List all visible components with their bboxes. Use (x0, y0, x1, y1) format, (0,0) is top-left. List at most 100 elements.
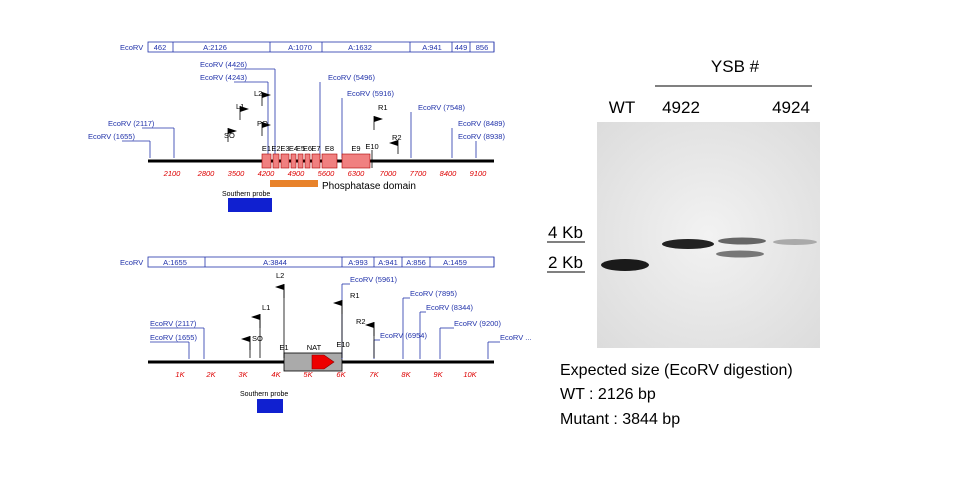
scale-label: 5K (303, 370, 313, 379)
feature-label: NAT (307, 343, 322, 352)
exon-label: E4 (289, 144, 298, 153)
exon (280, 153, 290, 169)
fragment: 856 (476, 43, 489, 52)
site-label: EcoRV (1655) (88, 132, 135, 141)
exon-label: E9 (351, 144, 360, 153)
exon (304, 153, 311, 169)
primer (389, 140, 398, 146)
marker-label: 4 Kb (548, 223, 583, 242)
scale-label: 3K (238, 370, 248, 379)
primer (241, 336, 250, 342)
domain-label: Phosphatase domain (322, 181, 416, 192)
exon (261, 153, 272, 169)
scale-label: 8400 (440, 169, 458, 178)
primer (365, 322, 374, 328)
site-label: EcoRV (6954) (380, 331, 427, 340)
site-label: EcoRV (5961) (350, 275, 397, 284)
primer-label: L1 (236, 102, 244, 111)
fragment: A:1459 (443, 258, 467, 267)
exon-label: E2 (271, 144, 280, 153)
scale-label: 7700 (410, 169, 428, 178)
primer-label: PO (257, 119, 268, 128)
exon-label: E6 (303, 144, 312, 153)
scale-label: 9K (433, 370, 443, 379)
scale-label: 6300 (348, 169, 366, 178)
fragment: A:3844 (263, 258, 287, 267)
enzyme: EcoRV (120, 258, 143, 267)
scale-label: 9100 (470, 169, 488, 178)
probe-label: Southern probe (240, 391, 288, 398)
primer-label: L2 (276, 271, 284, 280)
scale-label: 2100 (163, 169, 182, 178)
exon (341, 153, 371, 169)
site-label: EcoRV (9200) (454, 319, 501, 328)
fragment: A:941 (378, 258, 398, 267)
marker-label: 2 Kb (548, 253, 583, 272)
bottom-map (147, 256, 495, 413)
exon-label: E5 (296, 144, 305, 153)
fragment: A:2126 (203, 43, 227, 52)
site-label: EcoRV (4243) (200, 73, 247, 82)
fragment: A:1655 (163, 258, 187, 267)
scale-label: 4K (271, 370, 281, 379)
scale-label: 4900 (288, 169, 306, 178)
scale-label: 4200 (258, 169, 276, 178)
fragment: 449 (455, 43, 468, 52)
primer-label: R1 (350, 291, 360, 300)
site-label: EcoRV (7548) (418, 103, 465, 112)
feature-label: E1 (279, 343, 288, 352)
scale-label: 8K (401, 370, 411, 379)
feature-label: E10 (336, 340, 349, 349)
group-label: YSB # (711, 57, 760, 76)
exon (297, 153, 304, 169)
scale-label: 2800 (197, 169, 216, 178)
primer-label: R2 (356, 317, 366, 326)
primer-label: L1 (262, 303, 270, 312)
primer (333, 300, 342, 306)
fragment: A:1070 (288, 43, 312, 52)
fragment: A:1632 (348, 43, 372, 52)
primer (240, 106, 249, 112)
site-label: EcoRV (5496) (328, 73, 375, 82)
scale-label: 6K (336, 370, 346, 379)
site-label: EcoRV (1655) (150, 333, 197, 342)
lane-label: WT (609, 98, 635, 117)
lane-label: 4922 (662, 98, 700, 117)
site-label: EcoRV (7895) (410, 289, 457, 298)
site-label: EcoRV (5916) (347, 89, 394, 98)
caption: Expected size (EcoRV digestion) (560, 362, 793, 379)
enzyme: EcoRV (120, 43, 143, 52)
primer-label: R2 (392, 133, 402, 142)
top-map (147, 41, 495, 212)
primer (262, 122, 271, 128)
primer-label: L2 (254, 89, 262, 98)
caption: Mutant : 3844 bp (560, 411, 680, 428)
fragment: A:993 (348, 258, 368, 267)
exon (321, 153, 338, 169)
probe-label: Southern probe (222, 191, 270, 198)
site-label: EcoRV (8344) (426, 303, 473, 312)
scale-label: 5600 (318, 169, 336, 178)
exon (311, 153, 321, 169)
exon-label: E7 (311, 144, 320, 153)
exon-label: E8 (325, 144, 334, 153)
fragment: 462 (154, 43, 167, 52)
primer-label: SO (224, 131, 235, 140)
caption: WT : 2126 bp (560, 386, 656, 403)
exon (290, 153, 297, 169)
exon (272, 153, 280, 169)
primer (262, 92, 271, 98)
site-label: EcoRV (8938) (458, 132, 505, 141)
fragment: A:941 (422, 43, 442, 52)
primer (275, 284, 284, 290)
primer (251, 314, 260, 320)
scale-label: 3500 (228, 169, 246, 178)
primer-label: SO (252, 334, 263, 343)
exon-label: E10 (365, 142, 378, 151)
site-label: EcoRV (4426) (200, 60, 247, 69)
exon-label: E3 (280, 144, 289, 153)
primer (228, 128, 237, 134)
primer-label: R1 (378, 103, 388, 112)
lane-label: 4924 (772, 98, 810, 117)
